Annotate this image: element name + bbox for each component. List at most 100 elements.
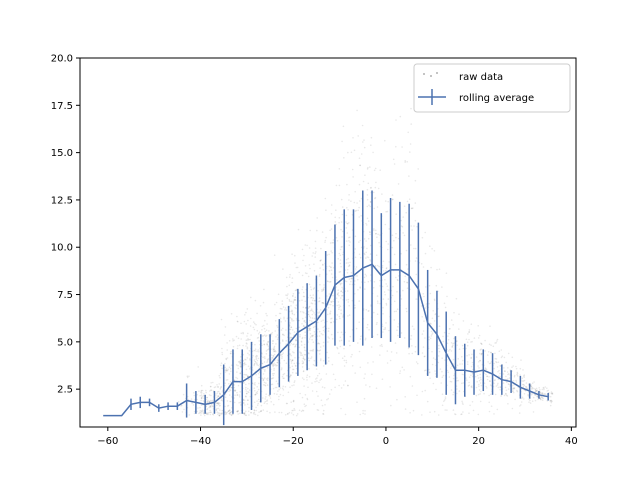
raw-data-point (478, 361, 480, 363)
raw-data-point (364, 338, 367, 341)
raw-data-point (312, 363, 315, 366)
raw-data-point (302, 291, 305, 294)
raw-data-point (438, 347, 440, 350)
raw-data-point (494, 357, 497, 360)
raw-data-point (350, 277, 353, 280)
raw-data-point (458, 328, 460, 330)
raw-data-point (512, 387, 514, 389)
raw-data-point (386, 210, 389, 213)
raw-data-point (327, 336, 330, 338)
raw-data-point (248, 414, 250, 416)
raw-data-point (268, 394, 271, 397)
raw-data-point (340, 198, 343, 201)
raw-data-point (299, 392, 301, 395)
raw-data-point (275, 386, 278, 389)
raw-data-point (257, 402, 260, 405)
raw-data-point (225, 412, 228, 414)
raw-data-point (452, 344, 454, 347)
raw-data-point (246, 339, 249, 341)
raw-data-point (543, 393, 546, 395)
raw-data-point (479, 382, 482, 384)
raw-data-point (269, 411, 271, 414)
raw-data-point (314, 247, 317, 249)
raw-data-point (425, 303, 428, 305)
raw-data-point (245, 395, 247, 398)
raw-data-point (264, 400, 267, 403)
raw-data-point (392, 158, 395, 161)
raw-data-point (321, 288, 323, 291)
raw-data-point (534, 388, 537, 391)
raw-data-point (337, 301, 340, 303)
raw-data-point (290, 342, 293, 345)
raw-data-point (350, 356, 352, 358)
raw-data-point (291, 409, 294, 412)
raw-data-point (405, 211, 408, 214)
raw-data-point (369, 233, 371, 236)
raw-data-point (313, 364, 316, 367)
raw-data-point (263, 343, 266, 346)
raw-data-point (368, 310, 370, 312)
raw-data-point (265, 350, 268, 352)
raw-data-point (533, 381, 535, 383)
raw-data-point (278, 411, 281, 414)
raw-data-point (273, 369, 275, 372)
raw-data-point (443, 302, 446, 305)
raw-data-point (343, 359, 346, 362)
raw-data-point (493, 382, 495, 385)
raw-data-point (263, 288, 265, 291)
raw-data-point (200, 410, 203, 412)
raw-data-point (461, 413, 463, 415)
raw-data-point (218, 414, 221, 417)
raw-data-point (210, 394, 212, 397)
raw-data-point (216, 384, 218, 386)
raw-data-point (356, 401, 358, 404)
raw-data-point (521, 380, 523, 382)
raw-data-point (267, 377, 269, 380)
raw-data-point (296, 413, 299, 415)
raw-data-point (200, 397, 203, 399)
raw-data-point (288, 284, 291, 287)
raw-data-point (243, 362, 245, 365)
raw-data-point (515, 379, 517, 382)
raw-data-point (254, 348, 257, 351)
raw-data-point (217, 402, 219, 405)
raw-data-point (227, 368, 229, 371)
raw-data-point (224, 393, 227, 396)
raw-data-point (363, 246, 365, 248)
raw-data-point (486, 354, 489, 356)
raw-data-point (261, 362, 263, 365)
raw-data-point (230, 370, 232, 373)
raw-data-point (328, 327, 330, 330)
raw-data-point (318, 372, 321, 375)
raw-data-point (234, 389, 236, 392)
raw-data-point (402, 232, 404, 234)
raw-data-point (322, 341, 325, 344)
raw-data-point (281, 300, 284, 302)
raw-data-point (270, 354, 273, 356)
raw-data-point (320, 259, 322, 261)
raw-data-point (259, 305, 262, 307)
raw-data-point (533, 387, 535, 390)
raw-data-point (437, 315, 440, 318)
raw-data-point (423, 369, 426, 372)
raw-data-point (270, 401, 273, 403)
raw-data-point (258, 400, 261, 403)
raw-data-point (327, 356, 330, 359)
raw-data-point (283, 318, 285, 320)
raw-data-point (258, 350, 260, 353)
raw-data-point (220, 413, 222, 416)
raw-data-point (358, 157, 361, 159)
raw-data-point (253, 349, 255, 352)
raw-data-point (207, 413, 209, 415)
raw-data-point (367, 280, 370, 283)
raw-data-point (551, 400, 553, 403)
raw-data-point (260, 410, 262, 413)
raw-data-point (242, 332, 244, 335)
raw-data-point (245, 388, 247, 391)
raw-data-point (507, 352, 510, 355)
raw-data-point (397, 183, 400, 185)
raw-data-point (311, 349, 313, 352)
raw-data-point (397, 275, 400, 277)
raw-data-point (384, 328, 387, 330)
raw-data-point (331, 251, 333, 254)
